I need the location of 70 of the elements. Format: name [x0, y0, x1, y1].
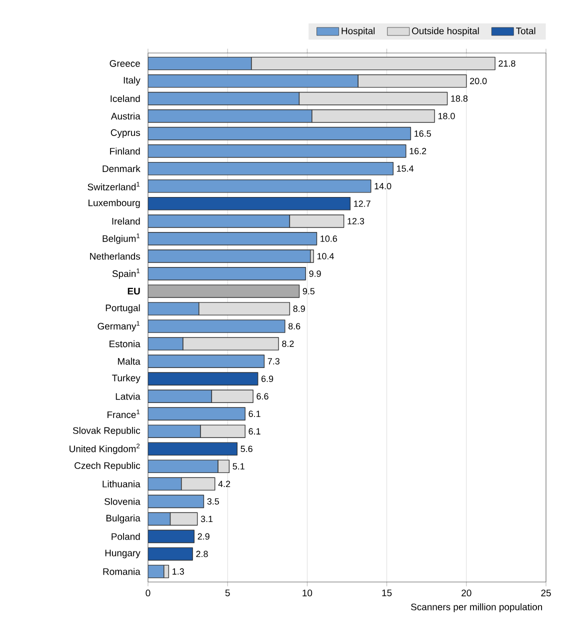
y-tick-label: Slovenia [104, 498, 140, 505]
y-tick-label: Malta [118, 358, 140, 365]
total-label: 20.0 [470, 78, 487, 84]
total-label: 10.4 [317, 253, 334, 260]
y-tick-label: France$^{1}$ [108, 410, 140, 418]
total-label: 8.2 [282, 340, 294, 347]
y-tick-label: United Kingdom$^{2}$ [70, 444, 140, 454]
total-label: 6.9 [262, 376, 274, 382]
y-tick-label: Iceland [110, 95, 140, 102]
total-label: 16.2 [410, 148, 426, 154]
total-label: 6.1 [248, 410, 260, 418]
legend-label: Total [516, 27, 536, 34]
y-tick-label: Finland [110, 148, 140, 155]
y-tick-label: Lithuania [102, 480, 140, 488]
legend-label: Outside hospital [412, 27, 479, 36]
y-tick-label: Spain$^{1}$ [112, 268, 140, 279]
y-tick-label: Czech Republic [74, 462, 140, 471]
total-label: 7.3 [268, 358, 280, 364]
total-label: 6.1 [248, 428, 260, 435]
y-tick-label: Germany$^{1}$ [98, 321, 140, 332]
y-tick-label: Romania [103, 568, 140, 575]
y-tick-label: Switzerland$^{1}$ [88, 182, 140, 190]
y-tick-label: Slovak Republic [72, 426, 140, 436]
total-label: 16.5 [414, 130, 431, 137]
total-label: 12.3 [348, 218, 364, 224]
x-tick-label: 5 [225, 590, 230, 596]
x-tick-label: 20 [462, 590, 472, 596]
y-tick-label: Greece [110, 60, 140, 67]
total-label: 8.9 [293, 306, 305, 312]
y-tick-label: Poland [112, 532, 140, 540]
y-tick-label: Italy [124, 76, 140, 86]
x-tick-label: 10 [302, 590, 312, 596]
x-tick-label: 15 [382, 590, 392, 596]
y-tick-label: Belgium$^{1}$ [102, 234, 140, 244]
total-label: 9.5 [302, 288, 315, 294]
y-tick-label: Cyprus [110, 129, 140, 138]
x-tick-label: 0 [146, 590, 150, 596]
total-label: 8.6 [288, 323, 300, 330]
total-label: 5.1 [232, 463, 244, 470]
legend-label: Hospital [342, 27, 375, 36]
y-tick-label: Denmark [102, 165, 140, 172]
total-label: 9.9 [309, 270, 321, 277]
total-label: 6.6 [256, 393, 268, 400]
y-tick-label: Bulgaria [106, 514, 140, 524]
total-label: 10.6 [320, 235, 338, 242]
y-tick-label: Ireland [112, 218, 140, 225]
total-label: 14.0 [374, 182, 392, 190]
y-tick-label: Netherlands [90, 252, 140, 260]
y-tick-label: Latvia [116, 392, 140, 400]
total-label: 18.0 [438, 112, 455, 120]
y-tick-label: Hungary [105, 550, 140, 558]
y-tick-label: EU [128, 288, 140, 295]
total-label: 2.8 [196, 550, 208, 558]
total-label: 5.6 [240, 446, 252, 452]
x-tick-label: 25 [541, 590, 551, 596]
total-label: 18.8 [451, 95, 468, 102]
total-label: 4.2 [218, 480, 230, 488]
total-label: 1.3 [172, 568, 184, 575]
total-label: 15.4 [397, 165, 414, 172]
y-tick-label: Austria [110, 112, 140, 120]
total-label: 2.9 [198, 533, 210, 540]
total-label: 3.5 [207, 498, 220, 505]
total-label: 3.1 [200, 516, 213, 522]
x-axis-title: Scanners per million population [411, 603, 542, 612]
total-label: 12.7 [354, 200, 370, 207]
y-tick-label: Portugal [106, 304, 140, 314]
y-tick-label: Turkey [112, 374, 140, 384]
y-tick-label: Luxembourg [88, 199, 140, 208]
y-tick-label: Estonia [110, 340, 140, 348]
total-label: 21.8 [498, 60, 516, 67]
